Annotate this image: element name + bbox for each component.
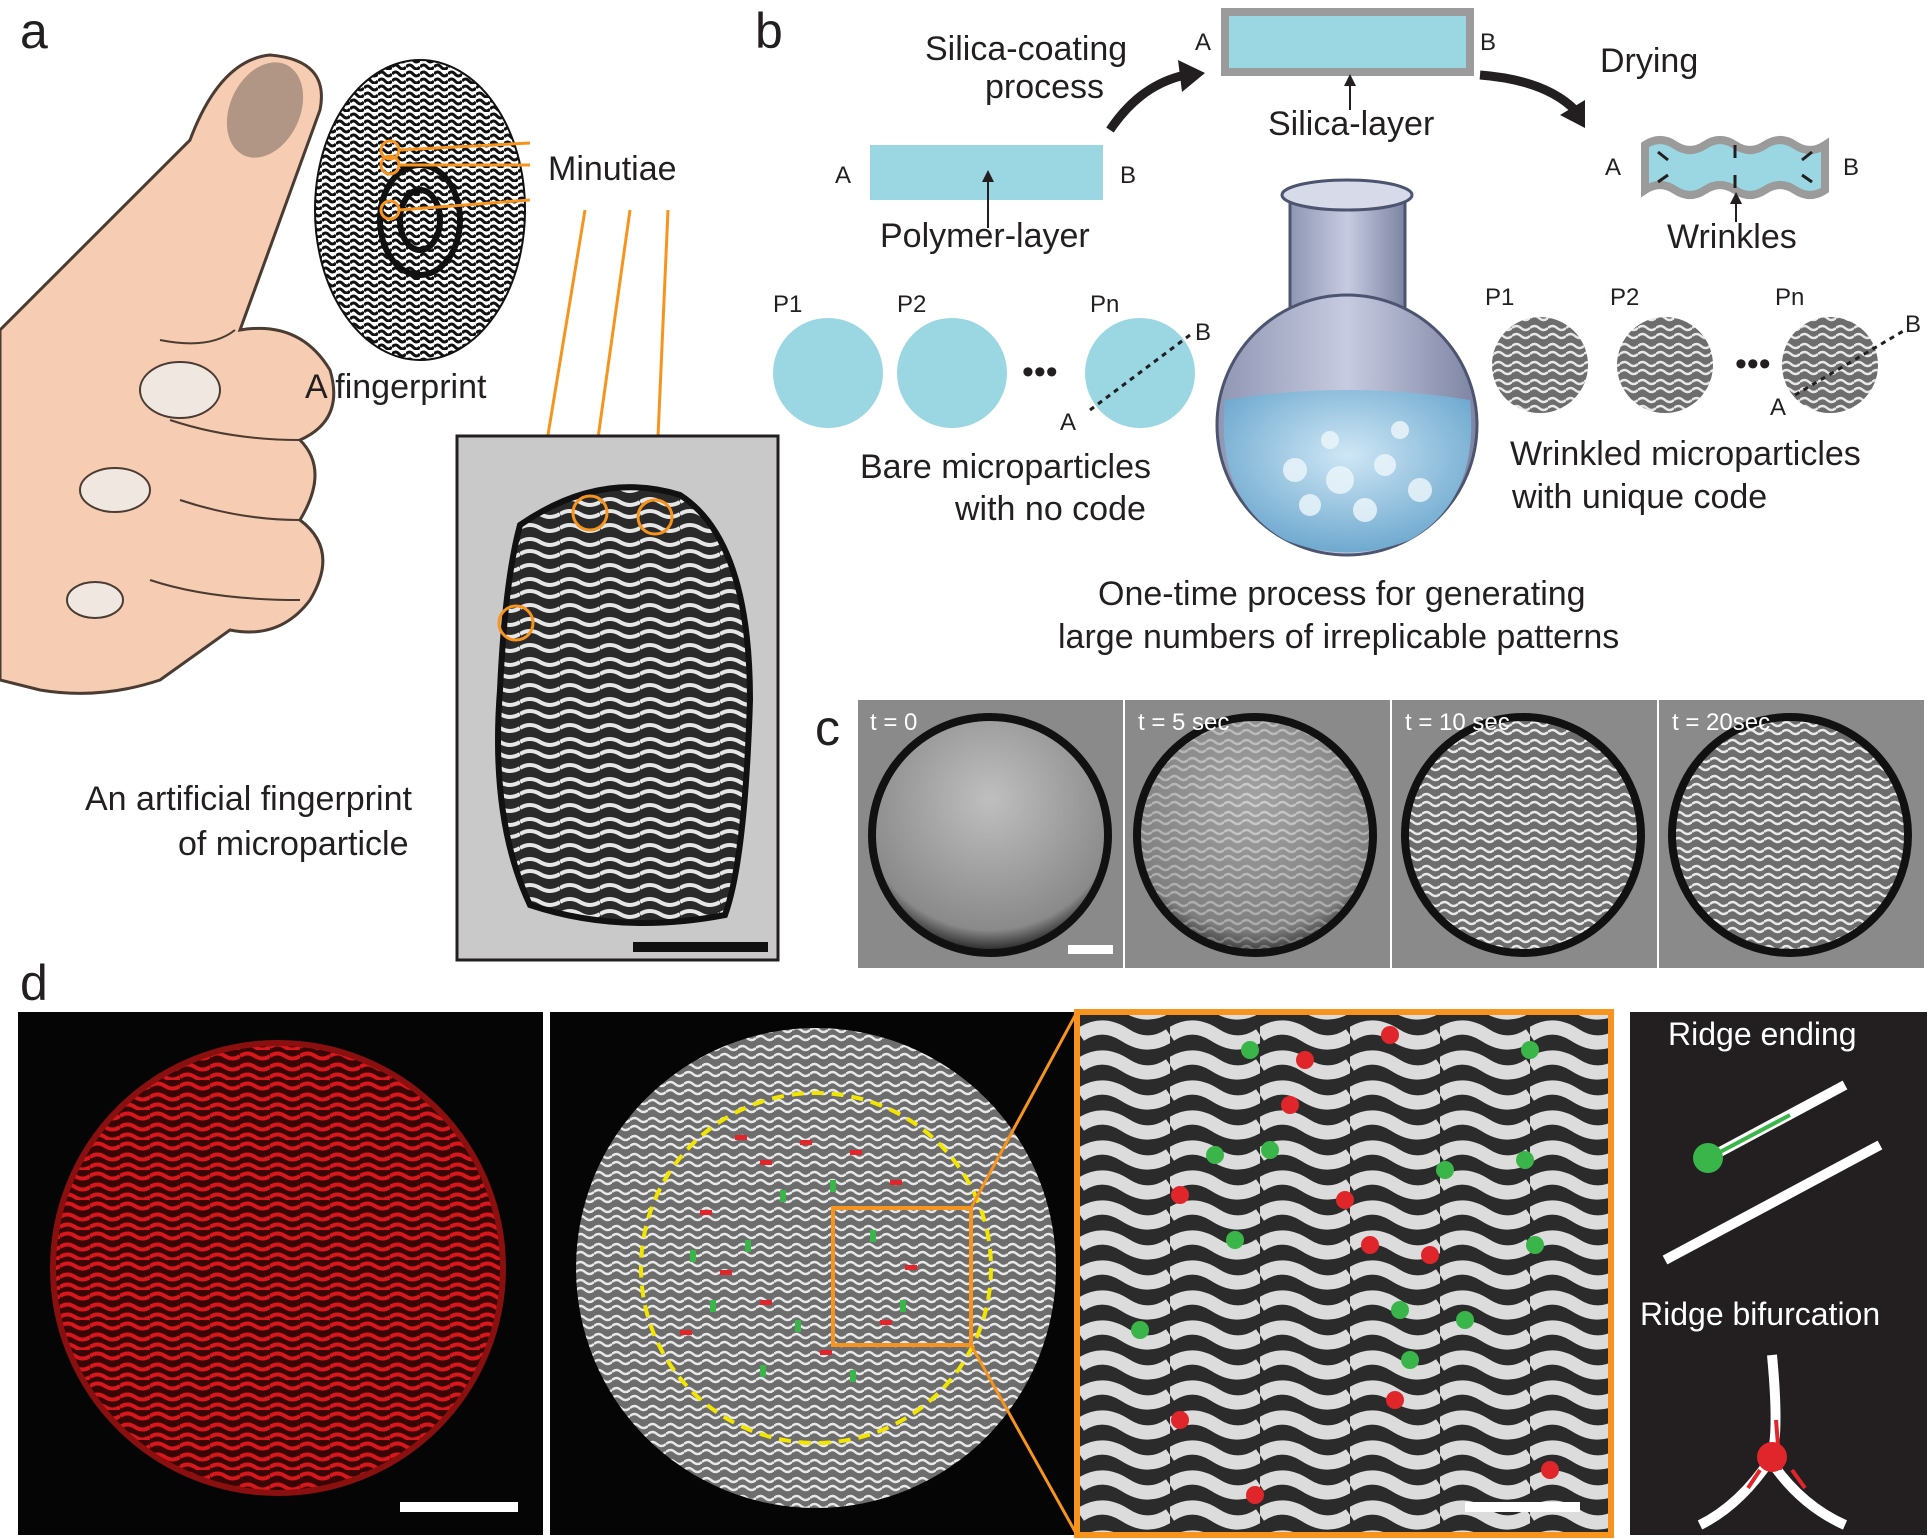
detected-minutiae-markers xyxy=(680,1135,917,1382)
fluorescent-particle xyxy=(53,1043,503,1493)
bare-particle-p2 xyxy=(897,318,1007,428)
wrinkled-label-line2: with unique code xyxy=(1511,478,1767,516)
panel-letter-a: a xyxy=(20,3,48,59)
artificial-minutiae-circles xyxy=(497,494,674,642)
silica-layer-label: Silica-layer xyxy=(1268,105,1434,143)
bare-pn-point-b: B xyxy=(1195,319,1211,346)
polymer-point-a: A xyxy=(835,162,851,189)
panel-letter-b: b xyxy=(755,3,783,59)
bare-label-line2: with no code xyxy=(954,490,1146,528)
ridge-ending-label: Ridge ending xyxy=(1668,1016,1857,1052)
time-label-0: t = 0 xyxy=(870,709,917,736)
time-label-1: t = 5 sec xyxy=(1138,709,1229,736)
wrinkled-pn-point-a: A xyxy=(1770,394,1786,421)
ridge-bifurcation-marker xyxy=(1757,1442,1787,1472)
hand-illustration xyxy=(0,53,336,695)
ridge-ending-marker xyxy=(1693,1143,1723,1173)
panel-letter-d: d xyxy=(20,955,48,1011)
artificial-label-line1: An artificial fingerprint xyxy=(85,780,412,818)
wrinkled-particle-p2 xyxy=(1617,317,1713,413)
wrinkles-label: Wrinkles xyxy=(1667,218,1797,256)
wrinkled-particle-p1 xyxy=(1492,317,1588,413)
panel-letter-c: c xyxy=(815,700,840,756)
coating-arrow xyxy=(1106,70,1187,133)
time-label-3: t = 20sec xyxy=(1672,709,1770,736)
wrinkled-pn-point-b: B xyxy=(1905,311,1921,338)
scale-bar-d1 xyxy=(400,1502,518,1512)
wrinkled-layer xyxy=(1641,136,1829,199)
wrinkled-label-line1: Wrinkled microparticles xyxy=(1510,435,1861,473)
wrinkled-pn-label: Pn xyxy=(1775,284,1804,311)
wrinkled-point-a: A xyxy=(1605,154,1621,181)
time-series-frames xyxy=(858,700,1924,968)
zoom-region xyxy=(831,1206,973,1347)
scale-bar-c xyxy=(1068,945,1113,954)
drying-label: Drying xyxy=(1600,42,1698,80)
process-label-line2: large numbers of irreplicable patterns xyxy=(1058,618,1619,656)
zoom-panel xyxy=(1074,1009,1614,1538)
wrinkled-ellipsis: ••• xyxy=(1735,345,1771,383)
fingerprint-image xyxy=(314,59,526,361)
wrinkled-particle-pn xyxy=(1782,317,1878,413)
flask-illustration xyxy=(1215,178,1479,557)
polymer-layer-label: Polymer-layer xyxy=(880,217,1090,255)
bare-p1-label: P1 xyxy=(773,291,802,318)
ridge-bifurcation-label: Ridge bifurcation xyxy=(1640,1296,1880,1332)
zoom-ridge-bifurcations xyxy=(1171,1026,1559,1504)
artificial-label-line2: of microparticle xyxy=(178,825,409,863)
zoom-ridge-endings xyxy=(1131,1041,1544,1369)
fingerprint-label: A fingerprint xyxy=(305,368,487,406)
silica-point-b: B xyxy=(1480,29,1496,56)
wrinkled-p2-label: P2 xyxy=(1610,284,1639,311)
silica-coating-line2: process xyxy=(985,68,1104,106)
process-label-line1: One-time process for generating xyxy=(1098,575,1586,613)
silica-point-a: A xyxy=(1195,29,1211,56)
particle-t20 xyxy=(1672,717,1908,953)
silica-coating-line1: Silica-coating xyxy=(925,30,1127,68)
annotated-particle xyxy=(576,1028,1056,1508)
scale-bar-a xyxy=(633,942,768,952)
particle-t0 xyxy=(872,717,1108,953)
bare-pn-label: Pn xyxy=(1090,291,1119,318)
polymer-point-b: B xyxy=(1120,162,1136,189)
analysis-region xyxy=(639,1091,993,1445)
artificial-fingerprint-particle xyxy=(495,484,754,926)
silica-layer-rect xyxy=(1221,8,1474,76)
scale-bar-d3 xyxy=(1465,1502,1580,1512)
bare-particle-p1 xyxy=(773,318,883,428)
wrinkled-point-b: B xyxy=(1843,154,1859,181)
bare-label-line1: Bare microparticles xyxy=(860,448,1151,486)
bare-p2-label: P2 xyxy=(897,291,926,318)
drying-arrow xyxy=(1479,70,1579,114)
bare-pn-point-a: A xyxy=(1060,409,1076,436)
wrinkled-p1-label: P1 xyxy=(1485,284,1514,311)
bare-ellipsis: ••• xyxy=(1022,353,1058,391)
polymer-layer-rect xyxy=(870,145,1103,200)
minutiae-label: Minutiae xyxy=(548,150,677,188)
time-label-2: t = 10 sec xyxy=(1405,709,1510,736)
particle-t10 xyxy=(1405,717,1641,953)
